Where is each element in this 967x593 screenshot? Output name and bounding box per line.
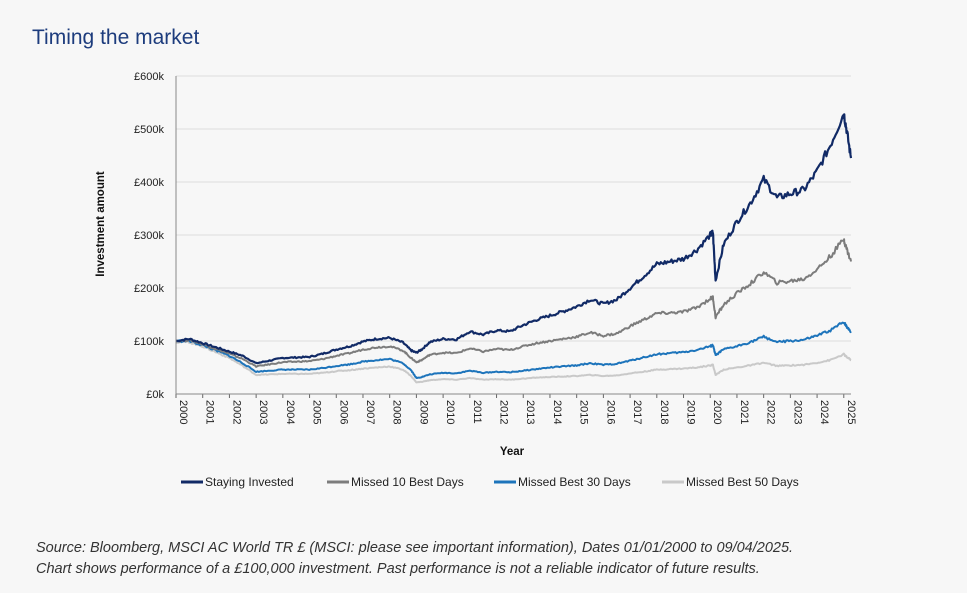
x-tick-label: 2002 (230, 400, 242, 424)
legend-label: Missed Best 50 Days (686, 475, 799, 489)
x-tick-label: 2008 (391, 400, 403, 424)
line-chart: £0k£100k£200k£300k£400k£500k£600k 2000 20… (95, 71, 857, 489)
y-axis-label: Investment amount (95, 171, 107, 277)
x-tick-label: 2015 (578, 400, 590, 424)
series-line-missed-10-best-days (175, 238, 852, 368)
series-line-staying-invested (175, 113, 853, 365)
x-axis-ticks: 2000 2001 2002 2003 2004 2005 2006 2007 2008 2009… (175, 394, 857, 424)
source-line-2: Chart shows performance of a £100,000 in… (36, 561, 760, 577)
legend-label: Missed Best 30 Days (518, 475, 631, 489)
chart-title: Timing the market (32, 26, 200, 49)
y-tick-label: £0k (146, 389, 164, 401)
y-tick-label: £600k (134, 71, 164, 83)
x-tick-label: 2013 (524, 400, 536, 424)
x-tick-label: 2012 (498, 400, 510, 424)
x-tick-label: 2016 (604, 400, 616, 424)
y-axis-ticks: £0k £100k £200k £300k £400k £500k £600k (134, 71, 164, 401)
y-tick-label: £500k (134, 124, 164, 136)
x-tick-label: 2024 (818, 400, 830, 424)
series-line-missed-best-50-days (175, 340, 852, 384)
legend-label: Missed 10 Best Days (351, 475, 464, 489)
series-lines (175, 113, 853, 384)
x-tick-label: 2003 (257, 400, 269, 424)
x-tick-label: 2020 (711, 400, 723, 424)
x-tick-label: 2011 (471, 400, 483, 424)
x-axis-label: Year (500, 446, 525, 458)
source-note: Source: Bloomberg, MSCI AC World TR £ (M… (36, 538, 936, 580)
x-tick-label: 2023 (791, 400, 803, 424)
x-tick-label: 2005 (311, 400, 323, 424)
legend: Staying Invested Missed 10 Best Days Misse… (181, 475, 799, 489)
x-tick-label: 2007 (364, 400, 376, 424)
x-tick-label: 2000 (177, 400, 189, 424)
x-tick-label: 2021 (738, 400, 750, 424)
source-line-1: Source: Bloomberg, MSCI AC World TR £ (M… (36, 540, 794, 556)
x-tick-label: 2009 (417, 400, 429, 424)
y-tick-label: £400k (134, 177, 164, 189)
x-tick-label: 2022 (765, 400, 777, 424)
x-tick-label: 2018 (658, 400, 670, 424)
x-tick-label: 2019 (685, 400, 697, 424)
y-tick-label: £100k (134, 336, 164, 348)
y-tick-label: £300k (134, 230, 164, 242)
x-tick-label: 2014 (551, 400, 563, 424)
x-tick-label: 2006 (337, 400, 349, 424)
series-line-missed-best-30-days (175, 321, 852, 379)
y-tick-label: £200k (134, 283, 164, 295)
legend-label: Staying Invested (205, 475, 294, 489)
x-tick-label: 2017 (631, 400, 643, 424)
x-tick-label: 2004 (284, 400, 296, 424)
x-tick-label: 2025 (845, 400, 857, 424)
x-tick-label: 2001 (204, 400, 216, 424)
axes (175, 76, 851, 395)
gridlines (176, 75, 851, 342)
x-tick-label: 2010 (444, 400, 456, 424)
